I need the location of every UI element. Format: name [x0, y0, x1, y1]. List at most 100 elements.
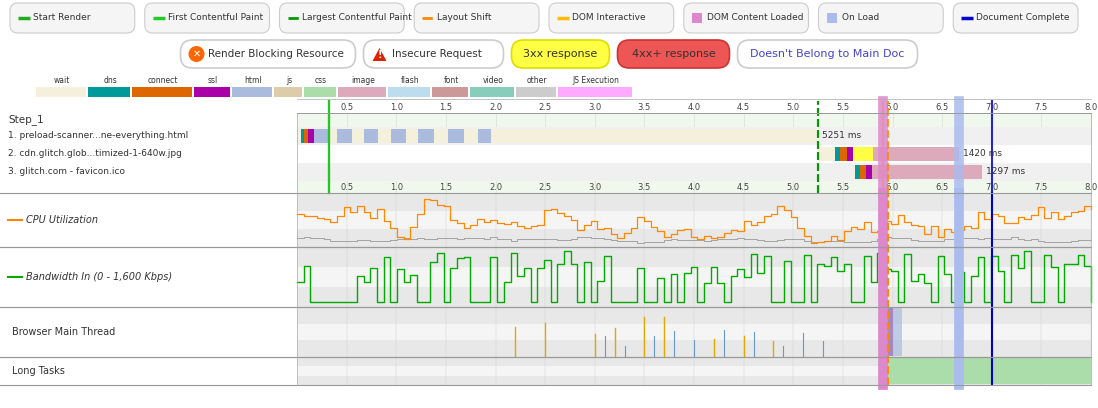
- Bar: [296, 163, 1091, 181]
- FancyBboxPatch shape: [414, 3, 539, 33]
- Text: image: image: [351, 76, 374, 85]
- Text: 8.0: 8.0: [1085, 182, 1098, 191]
- Text: Long Tasks: Long Tasks: [12, 366, 65, 376]
- Text: Bandwidth In (0 - 1,600 Kbps): Bandwidth In (0 - 1,600 Kbps): [26, 272, 172, 282]
- Text: connect: connect: [148, 76, 178, 85]
- Bar: [860, 165, 865, 179]
- Bar: [0, 247, 296, 307]
- Bar: [304, 87, 336, 97]
- Text: 0.5: 0.5: [340, 182, 354, 191]
- FancyBboxPatch shape: [617, 40, 729, 68]
- FancyBboxPatch shape: [818, 3, 943, 33]
- Text: video: video: [482, 76, 504, 85]
- Text: 6.0: 6.0: [886, 182, 899, 191]
- FancyBboxPatch shape: [953, 3, 1078, 33]
- Bar: [296, 145, 1091, 163]
- Text: Doesn't Belong to Main Doc: Doesn't Belong to Main Doc: [750, 49, 905, 59]
- Bar: [296, 129, 301, 143]
- Bar: [274, 87, 302, 97]
- Text: 1.0: 1.0: [390, 182, 403, 191]
- Bar: [692, 13, 702, 23]
- Bar: [296, 229, 1091, 247]
- Text: 1.5: 1.5: [439, 102, 452, 111]
- Bar: [893, 308, 903, 356]
- Bar: [827, 13, 837, 23]
- Bar: [872, 165, 952, 179]
- Text: 0.5: 0.5: [340, 102, 354, 111]
- Text: 8.0: 8.0: [1085, 102, 1098, 111]
- Bar: [296, 357, 1091, 366]
- Text: 4xx+ response: 4xx+ response: [631, 49, 716, 59]
- Text: 3.0: 3.0: [589, 182, 602, 191]
- Text: DOM Content Loaded: DOM Content Loaded: [707, 13, 804, 22]
- FancyBboxPatch shape: [363, 40, 504, 68]
- Circle shape: [189, 46, 204, 62]
- Bar: [881, 358, 1091, 384]
- Bar: [406, 129, 418, 143]
- Bar: [328, 129, 337, 143]
- Text: 1. preload-scanner...ne-everything.html: 1. preload-scanner...ne-everything.html: [8, 131, 188, 140]
- Text: 3. glitch.com - favicon.ico: 3. glitch.com - favicon.ico: [8, 168, 125, 177]
- Text: css: css: [315, 76, 327, 85]
- Bar: [36, 87, 86, 97]
- Bar: [391, 129, 406, 143]
- Text: Largest Contentful Paint: Largest Contentful Paint: [303, 13, 412, 22]
- Text: flash: flash: [401, 76, 419, 85]
- Bar: [558, 87, 632, 97]
- FancyBboxPatch shape: [684, 3, 808, 33]
- Bar: [307, 129, 314, 143]
- Text: ✕: ✕: [192, 49, 201, 59]
- Bar: [296, 127, 1091, 145]
- Text: 7.0: 7.0: [985, 182, 998, 191]
- Bar: [296, 193, 1091, 211]
- Text: 5251 ms: 5251 ms: [822, 131, 861, 140]
- Bar: [88, 87, 130, 97]
- Text: 6.0: 6.0: [886, 102, 899, 111]
- Text: font: font: [444, 76, 459, 85]
- FancyBboxPatch shape: [512, 40, 609, 68]
- Text: Insecure Request: Insecure Request: [392, 49, 481, 59]
- Bar: [463, 129, 478, 143]
- Text: 4.5: 4.5: [737, 102, 750, 111]
- Bar: [232, 87, 272, 97]
- Text: dns: dns: [103, 76, 116, 85]
- Bar: [296, 324, 1091, 340]
- Bar: [0, 357, 296, 385]
- Text: Browser Main Thread: Browser Main Thread: [12, 327, 115, 337]
- Text: 4.0: 4.0: [687, 102, 701, 111]
- Text: 1297 ms: 1297 ms: [986, 168, 1024, 177]
- Bar: [448, 129, 463, 143]
- Bar: [337, 129, 351, 143]
- Text: !: !: [378, 50, 382, 60]
- Bar: [132, 87, 192, 97]
- Text: 2.0: 2.0: [489, 102, 502, 111]
- Bar: [301, 129, 304, 143]
- Bar: [854, 165, 860, 179]
- Text: 5.0: 5.0: [786, 182, 799, 191]
- Bar: [865, 165, 872, 179]
- FancyBboxPatch shape: [549, 3, 674, 33]
- Text: Start Render: Start Render: [33, 13, 90, 22]
- Text: 4.5: 4.5: [737, 182, 750, 191]
- Bar: [351, 129, 365, 143]
- Bar: [432, 87, 468, 97]
- Text: wait: wait: [54, 76, 70, 85]
- Text: CPU Utilization: CPU Utilization: [26, 215, 98, 225]
- Bar: [194, 87, 229, 97]
- Text: other: other: [527, 76, 547, 85]
- Bar: [0, 193, 296, 247]
- Text: 1.0: 1.0: [390, 102, 403, 111]
- Bar: [296, 211, 1091, 229]
- Bar: [304, 129, 307, 143]
- Bar: [365, 129, 379, 143]
- Bar: [847, 147, 853, 161]
- Text: 6.5: 6.5: [935, 102, 949, 111]
- Bar: [338, 87, 386, 97]
- Text: 6.5: 6.5: [935, 182, 949, 191]
- Bar: [296, 247, 1091, 267]
- Bar: [296, 267, 1091, 287]
- Bar: [314, 129, 328, 143]
- Bar: [840, 147, 847, 161]
- FancyBboxPatch shape: [280, 3, 404, 33]
- Bar: [853, 165, 854, 179]
